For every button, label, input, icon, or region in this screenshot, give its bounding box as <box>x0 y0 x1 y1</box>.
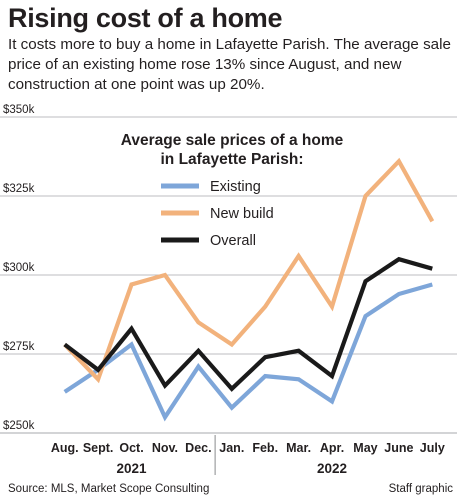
x-tick-label: Apr. <box>320 441 344 455</box>
y-tick-label: $300k <box>3 262 35 274</box>
y-tick-label: $275k <box>3 341 35 353</box>
staff-credit: Staff graphic <box>388 483 453 495</box>
legend-label: Overall <box>210 233 256 249</box>
source-note: Source: MLS, Market Scope Consulting <box>8 483 210 495</box>
y-tick-label: $350k <box>3 104 35 116</box>
x-tick-label: July <box>420 441 445 455</box>
legend-label: New build <box>210 206 274 222</box>
legend-label: Existing <box>210 179 261 195</box>
x-tick-label: Oct. <box>119 441 143 455</box>
chart-inner-title: Average sale prices of a home <box>121 132 344 149</box>
x-tick-label: Aug. <box>51 441 79 455</box>
year-label: 2022 <box>317 461 347 476</box>
y-tick-label: $325k <box>3 183 35 195</box>
chart-subtitle: It costs more to buy a home in Lafayette… <box>8 36 451 93</box>
chart-title: Rising cost of a home <box>8 3 283 33</box>
x-tick-label: Nov. <box>152 441 178 455</box>
x-tick-label: May <box>353 441 377 455</box>
series-line-new-build <box>63 157 435 384</box>
year-label: 2021 <box>117 461 148 476</box>
x-tick-label: Jan. <box>219 441 244 455</box>
x-tick-label: Sept. <box>83 441 114 455</box>
x-tick-label: Feb. <box>252 441 278 455</box>
y-tick-label: $250k <box>3 420 35 432</box>
chart-inner-title: in Lafayette Parish: <box>161 151 304 168</box>
series-line-overall <box>63 256 433 392</box>
series-line-existing <box>63 282 433 422</box>
x-tick-label: Mar. <box>286 441 311 455</box>
x-tick-label: Dec. <box>185 441 211 455</box>
x-tick-label: June <box>384 441 413 455</box>
